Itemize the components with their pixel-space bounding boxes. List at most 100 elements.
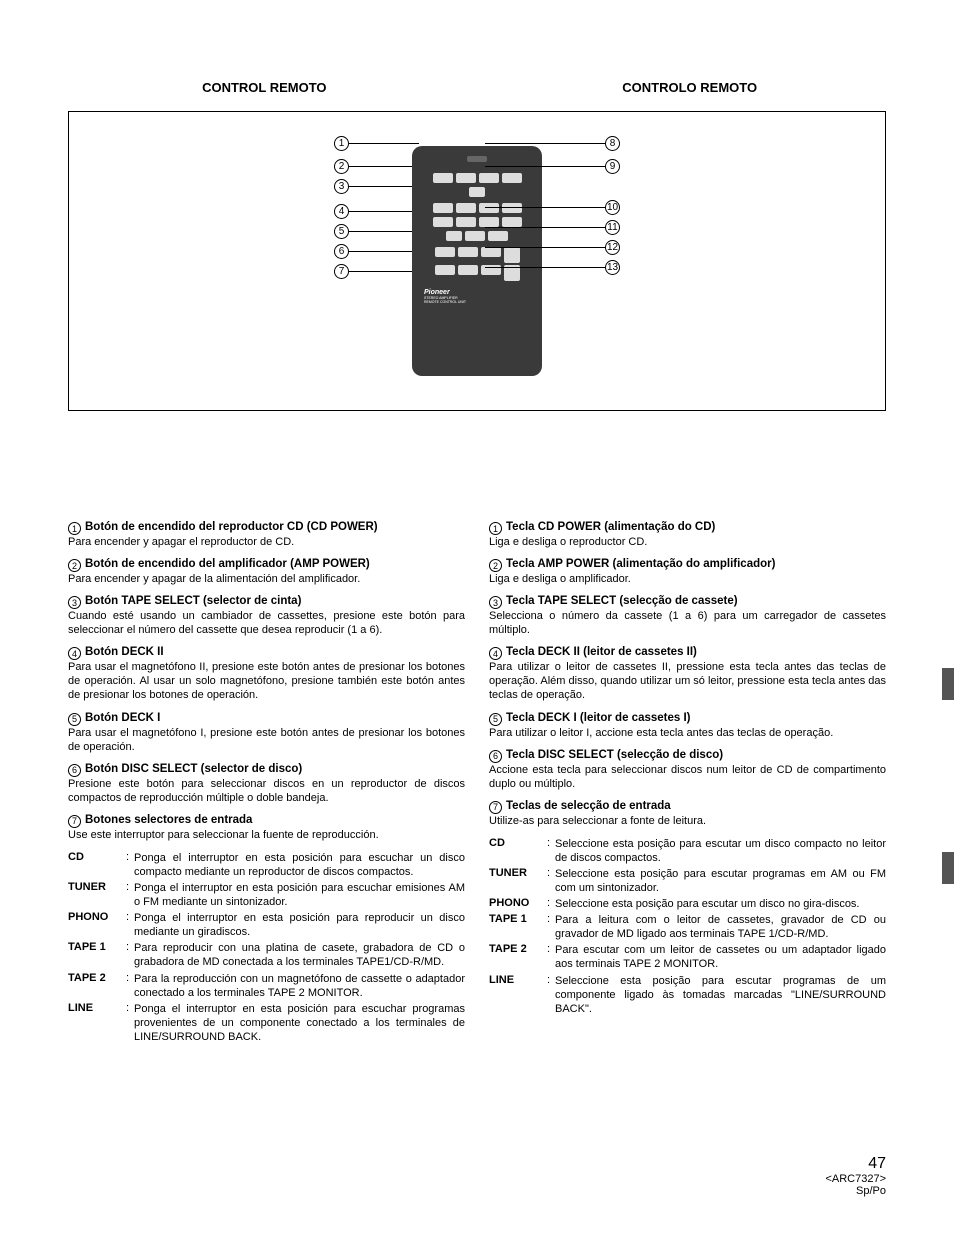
right-column: 1 Tecla CD POWER (alimentação do CD) Liga …	[489, 521, 886, 1046]
circled-number: 4	[489, 647, 502, 660]
es-section-body: Cuando esté usando un cambiador de casse…	[68, 609, 465, 637]
definition-term: PHONO	[489, 897, 547, 911]
pt-section-title: 4Tecla DECK II (leitor de cassetes II)	[489, 646, 886, 660]
callout-num: 3	[334, 179, 349, 194]
es-section-title-text: Botón DECK I	[85, 712, 465, 724]
pt-section-title-text: Tecla DISC SELECT (selecção de disco)	[506, 749, 886, 761]
callout-num: 12	[605, 240, 620, 255]
left-column: 1 Botón de encendido del reproductor CD (…	[68, 521, 465, 1046]
es-definition-list: CD:Ponga el interruptor en esta posición…	[68, 851, 465, 1044]
pt-section-title-text: Tecla AMP POWER (alimentação do amplific…	[506, 558, 886, 570]
pt-section-title: 5Tecla DECK I (leitor de cassetes I)	[489, 712, 886, 726]
pt-section-body: Selecciona o número da cassete (1 a 6) p…	[489, 609, 886, 637]
definition-text: Ponga el interruptor en esta posición pa…	[134, 881, 465, 909]
callout-num: 4	[334, 204, 349, 219]
side-tab	[942, 668, 954, 700]
circled-number: 6	[68, 764, 81, 777]
definition-row: TAPE 1:Para reproducir con una platina d…	[68, 941, 465, 969]
circled-number: 3	[489, 596, 502, 609]
definition-colon: :	[547, 897, 555, 911]
pt-section: 7Teclas de selecção de entradaUtilize-as…	[489, 800, 886, 828]
es-section-title: 6Botón DISC SELECT (selector de disco)	[68, 763, 465, 777]
definition-text: Ponga el interruptor en esta posición pa…	[134, 851, 465, 879]
es-section: 2Botón de encendido del amplificador (AM…	[68, 558, 465, 586]
es-section-title: 2Botón de encendido del amplificador (AM…	[68, 558, 465, 572]
definition-text: Para a leitura com o leitor de cassetes,…	[555, 913, 886, 941]
definition-text: Seleccione esta posição para escutar um …	[555, 837, 886, 865]
pt-section-title: 1 Tecla CD POWER (alimentação do CD)	[489, 521, 886, 535]
content-columns: 1 Botón de encendido del reproductor CD (…	[68, 521, 886, 1046]
pt-section-title: 6Tecla DISC SELECT (selecção de disco)	[489, 749, 886, 763]
definition-row: LINE:Ponga el interruptor en esta posici…	[68, 1002, 465, 1044]
callout-num: 7	[334, 264, 349, 279]
circled-number: 1	[68, 522, 81, 535]
doc-code: <ARC7327>	[825, 1173, 886, 1185]
es-section: 6Botón DISC SELECT (selector de disco)Pr…	[68, 763, 465, 805]
definition-term: CD	[68, 851, 126, 879]
definition-text: Seleccione esta posição para escutar pro…	[555, 867, 886, 895]
header-right: CONTROLO REMOTO	[493, 80, 886, 95]
es-section: 4 Botón DECK II Para usar el magnetófono I…	[68, 646, 465, 702]
definition-row: TAPE 2:Para la reproducción con un magne…	[68, 972, 465, 1000]
circled-number: 7	[489, 801, 502, 814]
es-section-title-text: Botón TAPE SELECT (selector de cinta)	[85, 595, 465, 607]
remote-brand: Pioneer	[420, 289, 534, 296]
definition-term: TUNER	[489, 867, 547, 895]
es-section-body: Para usar el magnetófono II, presione es…	[68, 660, 465, 702]
definition-row: TUNER:Seleccione esta posição para escut…	[489, 867, 886, 895]
callout-num: 10	[605, 200, 620, 215]
es-section-title: 4 Botón DECK II	[68, 646, 465, 660]
pt-section-body: Para utilizar o leitor de cassetes II, p…	[489, 660, 886, 702]
pt-section-title: 7Teclas de selecção de entrada	[489, 800, 886, 814]
pt-section-body: Liga e desliga o reproductor CD.	[489, 535, 886, 549]
es-section-body: Para encender y apagar el reproductor de…	[68, 535, 465, 549]
pt-definition-list: CD:Seleccione esta posição para escutar …	[489, 837, 886, 1016]
pt-section-body: Para utilizar o leitor I, accione esta t…	[489, 726, 886, 740]
definition-row: TAPE 2:Para escutar com um leitor de cas…	[489, 943, 886, 971]
side-tab	[942, 852, 954, 884]
definition-term: CD	[489, 837, 547, 865]
circled-number: 4	[68, 647, 81, 660]
circled-number: 1	[489, 522, 502, 535]
es-section-title: 1 Botón de encendido del reproductor CD (…	[68, 521, 465, 535]
es-section-title: 3Botón TAPE SELECT (selector de cinta)	[68, 595, 465, 609]
definition-row: LINE:Seleccione esta posição para escuta…	[489, 974, 886, 1016]
lang-code: Sp/Po	[825, 1185, 886, 1197]
definition-term: TAPE 1	[68, 941, 126, 969]
circled-number: 5	[68, 713, 81, 726]
definition-text: Para escutar com um leitor de cassetes o…	[555, 943, 886, 971]
callout-num: 1	[334, 136, 349, 151]
callout-num: 8	[605, 136, 620, 151]
es-section-body: Presione este botón para seleccionar dis…	[68, 777, 465, 805]
es-section: 7Botones selectores de entradaUse este i…	[68, 814, 465, 842]
pt-section-title-text: Tecla CD POWER (alimentação do CD)	[506, 521, 886, 533]
page-headers: CONTROL REMOTO CONTROLO REMOTO	[68, 80, 886, 95]
definition-colon: :	[547, 943, 555, 971]
callouts-left: 1 2 3 4 5 6 7	[334, 136, 419, 284]
callout-num: 2	[334, 159, 349, 174]
circled-number: 7	[68, 815, 81, 828]
es-section-title-text: Botón de encendido del reproductor CD (C…	[85, 521, 465, 533]
definition-text: Seleccione esta posição para escutar pro…	[555, 974, 886, 1016]
definition-text: Para la reproducción con un magnetófono …	[134, 972, 465, 1000]
pt-section: 3Tecla TAPE SELECT (selecção de cassete)…	[489, 595, 886, 637]
page-number: 47	[825, 1155, 886, 1173]
definition-colon: :	[126, 972, 134, 1000]
definition-term: LINE	[68, 1002, 126, 1044]
pt-section-body: Accione esta tecla para seleccionar disc…	[489, 763, 886, 791]
es-section-title-text: Botones selectores de entrada	[85, 814, 465, 826]
definition-text: Ponga el interruptor en esta posición pa…	[134, 911, 465, 939]
pt-section-body: Utilize-as para seleccionar a fonte de l…	[489, 814, 886, 828]
definition-term: TAPE 1	[489, 913, 547, 941]
circled-number: 5	[489, 713, 502, 726]
es-section-title-text: Botón DECK II	[85, 646, 465, 658]
definition-colon: :	[126, 881, 134, 909]
definition-term: LINE	[489, 974, 547, 1016]
page-footer: 47 <ARC7327> Sp/Po	[825, 1155, 886, 1197]
pt-section-title: 2Tecla AMP POWER (alimentação do amplifi…	[489, 558, 886, 572]
definition-term: PHONO	[68, 911, 126, 939]
definition-row: PHONO:Ponga el interruptor en esta posic…	[68, 911, 465, 939]
callout-num: 11	[605, 220, 620, 235]
es-section-title: 5 Botón DECK I	[68, 712, 465, 726]
definition-text: Ponga el interruptor en esta posición pa…	[134, 1002, 465, 1044]
